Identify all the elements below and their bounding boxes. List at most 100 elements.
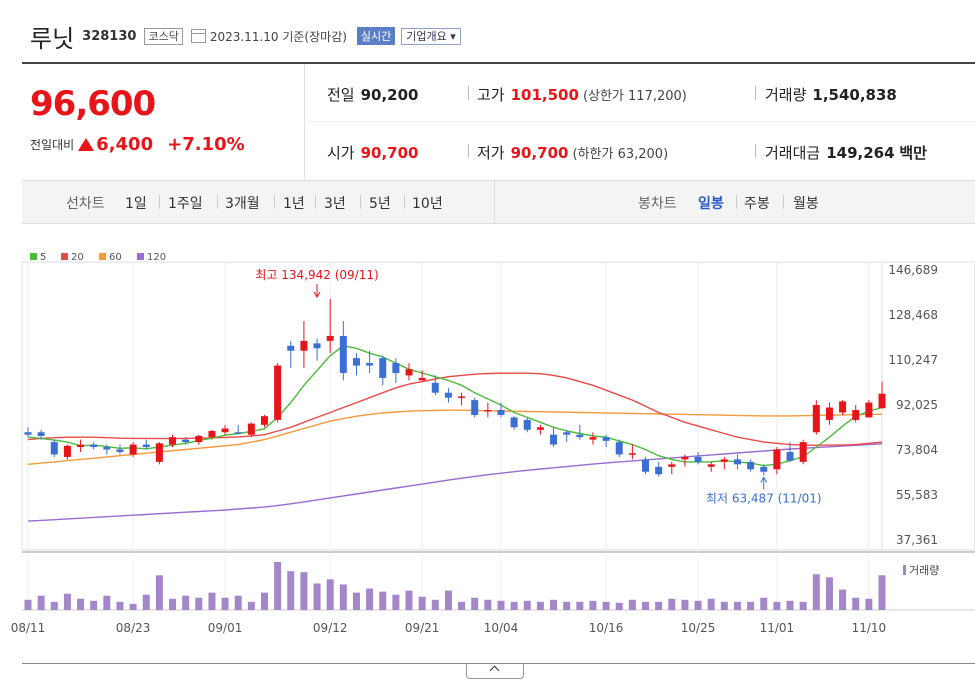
volume-bar	[458, 601, 466, 610]
change-label: 전일대비	[30, 138, 75, 152]
separator	[755, 86, 756, 100]
candle-body	[208, 430, 216, 438]
candle-body	[694, 456, 702, 462]
candle-body	[523, 419, 531, 430]
volume-bar	[352, 592, 360, 610]
tab-3m[interactable]: 3개월	[225, 196, 260, 212]
volume-bar	[720, 601, 728, 610]
volume-bar	[300, 572, 308, 610]
candle-body	[497, 410, 505, 415]
candle-body	[747, 461, 755, 470]
volume-bar	[379, 591, 387, 610]
separator	[159, 195, 160, 209]
candle-body	[576, 434, 584, 438]
volume-bar	[707, 598, 715, 610]
current-price-panel: 96,600 전일대비 6,400 +7.10%	[22, 64, 305, 179]
high-annotation: 최고 134,942 (09/11)	[255, 268, 378, 282]
tab-weekly[interactable]: 주봉	[744, 196, 770, 212]
candle-body	[773, 449, 781, 470]
candle-body	[379, 358, 387, 378]
stock-name: 루닛	[30, 24, 75, 53]
tab-daily[interactable]: 일봉	[698, 196, 724, 212]
candle-body	[326, 335, 334, 341]
trade-amount: 거래대금 149,264 백만	[765, 142, 927, 163]
volume-bar	[878, 575, 886, 610]
volume-bar	[497, 600, 505, 610]
volume-bar	[825, 577, 833, 610]
legend-label: 5	[40, 252, 46, 263]
x-tick-label: 09/21	[405, 621, 440, 635]
volume-bar	[37, 595, 45, 610]
candle-body	[563, 432, 571, 435]
candle-body	[221, 428, 229, 433]
y-tick-label: 92,025	[896, 398, 938, 412]
volume-bar	[339, 584, 347, 610]
volume-bar	[129, 603, 137, 610]
volume-bar	[589, 600, 597, 610]
tab-3y[interactable]: 3년	[324, 196, 346, 212]
volume-bar	[760, 597, 768, 610]
volume-bar	[392, 594, 400, 610]
candle-chart-label: 봉차트	[638, 196, 677, 212]
volume-bar	[182, 595, 190, 610]
volume-bar	[366, 588, 374, 610]
volume-bar	[418, 596, 426, 610]
separator	[468, 144, 469, 158]
volume: 거래량 1,540,838	[765, 84, 897, 105]
candle-body	[247, 423, 255, 435]
legend-label: 120	[147, 252, 166, 263]
y-tick-label: 128,468	[888, 308, 938, 322]
tab-1w[interactable]: 1주일	[168, 196, 203, 212]
candle-body	[287, 345, 295, 351]
amount-value: 149,264	[826, 144, 895, 162]
y-tick-label: 146,689	[888, 263, 938, 277]
candle-body	[155, 443, 163, 462]
volume-bar	[471, 597, 479, 610]
legend-swatch	[61, 253, 68, 260]
volume-bar	[812, 574, 820, 610]
low-value: 90,700	[510, 144, 569, 162]
market-badge: 코스닥	[144, 27, 183, 45]
volume-bar	[733, 601, 741, 610]
realtime-button[interactable]: 실시간	[356, 27, 396, 45]
separator	[404, 195, 405, 209]
candle-body	[182, 439, 190, 443]
collapse-toggle-button[interactable]	[466, 664, 524, 679]
stock-header: 루닛 328130 코스닥 2023.11.10 기준(장마감) 실시간 기업개…	[30, 20, 461, 53]
volume-bar	[142, 594, 150, 610]
volume-bar	[628, 599, 636, 610]
candle-body	[405, 369, 413, 376]
annotations: 최고 134,942 (09/11) 최저 63,487 (11/01)	[255, 268, 821, 505]
candle-body	[300, 340, 308, 351]
volume-bar	[655, 601, 663, 610]
tab-5y[interactable]: 5년	[369, 196, 391, 212]
candle-body	[799, 442, 807, 462]
chart-legend: 5 20 60 120	[30, 252, 166, 263]
low-price: 저가 90,700 (하한가 63,200)	[477, 142, 668, 163]
separator	[315, 195, 316, 209]
candle-body	[839, 401, 847, 413]
candle-body	[825, 407, 833, 420]
tab-1d[interactable]: 1일	[125, 196, 147, 212]
price-summary: 96,600 전일대비 6,400 +7.10% 전일 90,200 시가 90,7…	[22, 62, 975, 224]
company-overview-button[interactable]: 기업개요 ▾	[401, 27, 461, 45]
chart-tabs: 선차트 1일 1주일 3개월 1년 3년 5년 10년 봉차트 일봉 주봉 월봉	[22, 180, 975, 224]
candle-body	[234, 432, 242, 434]
volume-bar	[852, 597, 860, 610]
candle-body	[339, 335, 347, 373]
change-percent: +7.10%	[167, 134, 245, 155]
tab-1y[interactable]: 1년	[283, 196, 305, 212]
tab-10y[interactable]: 10년	[412, 196, 443, 212]
volume-bar	[116, 601, 124, 610]
upper-limit: (상한가 117,200)	[582, 89, 687, 104]
volume-bar	[90, 600, 98, 610]
candle-body	[707, 464, 715, 467]
ma120-line	[27, 443, 883, 522]
candle-body	[812, 405, 820, 433]
candle-body	[536, 427, 544, 430]
plot-frame	[21, 261, 975, 551]
y-tick-label: 110,247	[888, 353, 938, 367]
separator	[755, 144, 756, 158]
tab-monthly[interactable]: 월봉	[793, 196, 819, 212]
y-tick-label: 37,361	[896, 533, 938, 547]
